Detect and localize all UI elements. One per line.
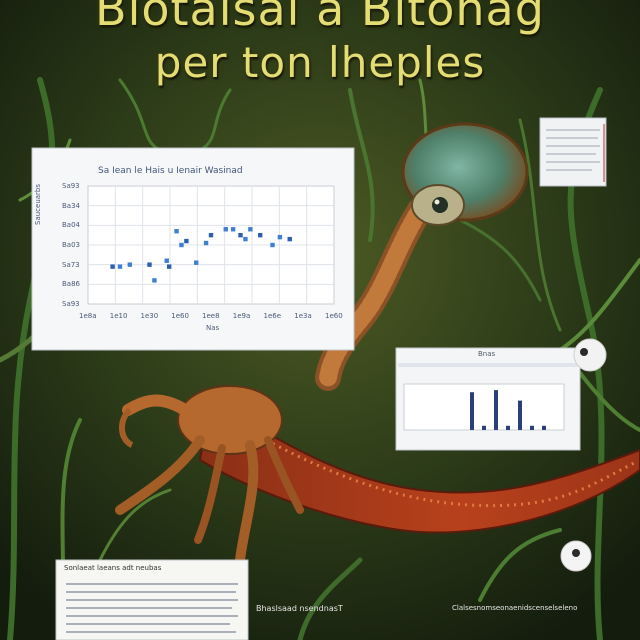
data-point xyxy=(166,264,172,269)
data-point xyxy=(208,232,214,238)
main-chart-xlabel: Nas xyxy=(206,324,220,332)
y-tick-label: Ba04 xyxy=(62,221,80,230)
data-point xyxy=(174,229,179,234)
x-tick-label: 1e10 xyxy=(109,312,128,320)
thumbnail-panel xyxy=(539,117,607,187)
x-tick-label: 1e60 xyxy=(325,312,343,320)
badge-icon-bottom xyxy=(560,540,592,572)
y-tick-label: Sa93 xyxy=(62,300,80,308)
data-point xyxy=(127,262,133,267)
y-tick-label: Ba86 xyxy=(62,280,80,289)
badge-icon-top xyxy=(573,338,607,372)
data-point xyxy=(164,258,169,263)
long-neck-creature xyxy=(315,122,529,391)
main-chart-points xyxy=(110,227,292,283)
side-chart-panel xyxy=(395,347,581,451)
y-tick-label: Sa73 xyxy=(62,260,80,269)
data-point xyxy=(152,278,157,283)
data-point xyxy=(243,236,248,242)
poster-title-line2: per ton lheples xyxy=(154,38,486,87)
x-tick-label: 1ee8 xyxy=(202,312,220,320)
data-point xyxy=(277,234,283,240)
data-point xyxy=(203,240,209,246)
side-chart-bar xyxy=(542,425,546,430)
doc-panel xyxy=(55,559,249,640)
y-tick-label: Sa93 xyxy=(62,182,80,190)
poster-title-line1: Biotaisal a Bitonag xyxy=(95,0,545,36)
y-tick-label: Ba03 xyxy=(62,241,80,249)
data-point xyxy=(117,264,123,269)
data-point xyxy=(270,242,275,248)
side-chart-bar xyxy=(518,400,522,430)
doc-panel-title: Sonlaeat laeans adt neubas xyxy=(64,564,162,572)
side-chart-bar xyxy=(506,425,510,430)
x-tick-label: 1e3a xyxy=(294,312,312,320)
data-point xyxy=(258,232,263,238)
data-point xyxy=(194,260,199,265)
x-tick-label: 1e9a xyxy=(232,312,251,320)
data-point xyxy=(287,236,292,242)
side-chart-bar xyxy=(470,392,474,430)
data-point xyxy=(223,227,228,232)
x-tick-label: 1e30 xyxy=(140,312,159,320)
data-point xyxy=(110,264,115,269)
x-tick-label: 1e8a xyxy=(79,312,97,320)
data-point xyxy=(147,262,152,267)
main-chart-title: Sa Iean le Hais u Ienair Wasinad xyxy=(98,166,243,176)
reptile-creature xyxy=(115,385,640,565)
data-point xyxy=(238,232,243,238)
main-chart-panel xyxy=(31,147,355,351)
side-chart-bars xyxy=(470,390,546,430)
x-tick-label: 1e6e xyxy=(263,312,282,320)
side-chart-bar xyxy=(530,425,534,430)
data-point xyxy=(179,242,184,248)
side-chart-header: Bnas xyxy=(478,350,496,358)
data-point xyxy=(184,238,189,244)
main-chart-ylabel: Sauceuarbs xyxy=(34,183,42,225)
side-chart-bar xyxy=(482,425,486,430)
side-chart-bar xyxy=(494,390,498,430)
x-tick-label: 1e60 xyxy=(171,312,189,320)
data-point xyxy=(248,227,253,232)
data-point xyxy=(230,227,236,232)
doc-panel-caption: Bhaslsaad nsendnasT xyxy=(256,604,343,613)
main-chart-grid xyxy=(88,186,334,304)
y-tick-label: Ba34 xyxy=(62,201,80,210)
bottom-caption: Clalsesnomseonaenidscenselseleno xyxy=(452,604,578,612)
